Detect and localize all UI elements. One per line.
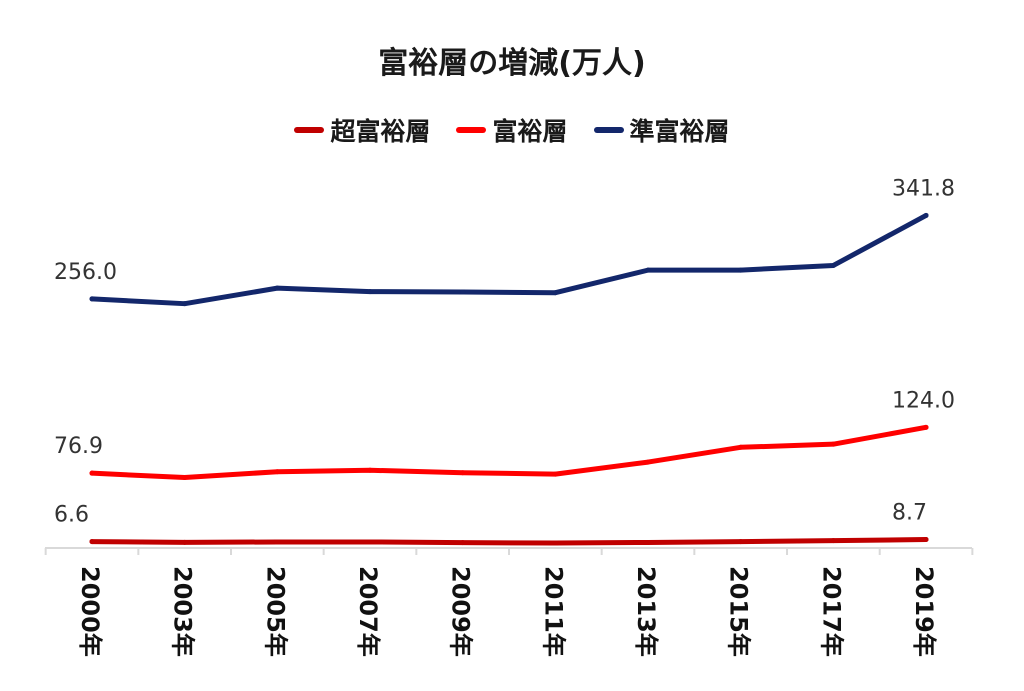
data-point <box>89 470 95 476</box>
x-tick-label: 2017年 <box>817 566 845 657</box>
x-tick-label: 2007年 <box>354 566 382 657</box>
data-point <box>738 444 744 450</box>
data-point <box>923 537 929 543</box>
data-label: 76.9 <box>54 434 103 459</box>
data-point <box>923 424 929 430</box>
data-point <box>830 538 836 544</box>
series-line-0 <box>89 537 929 546</box>
data-point <box>182 539 188 545</box>
data-point <box>645 539 651 545</box>
data-point <box>552 471 558 477</box>
data-point <box>367 289 373 295</box>
legend-label: 準富裕層 <box>629 117 730 146</box>
data-point <box>738 539 744 545</box>
data-point <box>923 212 929 218</box>
data-point <box>182 301 188 307</box>
x-tick-label: 2000年 <box>76 566 104 657</box>
legend-item-1: 富裕層 <box>456 112 568 148</box>
data-label: 8.7 <box>892 501 927 526</box>
legend-swatch <box>593 127 624 133</box>
series-line-1 <box>89 424 929 481</box>
x-tick-label: 2003年 <box>169 566 197 657</box>
data-point <box>367 539 373 545</box>
legend-label: 富裕層 <box>492 117 568 146</box>
data-point <box>274 285 280 291</box>
chart-title: 富裕層の増減(万人) <box>378 46 646 81</box>
series-line-2 <box>89 212 929 307</box>
data-point <box>274 539 280 545</box>
x-tick-label: 2019年 <box>910 566 938 657</box>
data-point <box>552 540 558 546</box>
data-point <box>830 262 836 268</box>
data-point <box>460 289 466 295</box>
data-label: 341.8 <box>892 176 955 201</box>
x-tick-label: 2009年 <box>447 566 475 657</box>
x-tick-label: 2015年 <box>725 566 753 657</box>
data-label: 256.0 <box>54 260 117 285</box>
legend-item-0: 超富裕層 <box>294 112 430 148</box>
data-point <box>367 467 373 473</box>
data-point <box>460 540 466 546</box>
data-point <box>552 290 558 296</box>
data-point <box>738 267 744 273</box>
x-tick-label: 2011年 <box>539 566 567 657</box>
data-point <box>182 475 188 481</box>
legend-swatch <box>294 127 325 133</box>
data-point <box>89 539 95 545</box>
legend: 超富裕層 富裕層 準富裕層 <box>0 112 1024 148</box>
legend-swatch <box>456 127 487 133</box>
legend-label: 超富裕層 <box>330 117 431 146</box>
data-label: 6.6 <box>54 503 89 528</box>
data-point <box>89 296 95 302</box>
legend-item-2: 準富裕層 <box>593 112 730 148</box>
data-label: 124.0 <box>892 388 955 413</box>
data-point <box>274 469 280 475</box>
data-point <box>460 470 466 476</box>
x-tick-label: 2013年 <box>632 566 660 657</box>
data-point <box>645 459 651 465</box>
data-point <box>830 441 836 447</box>
x-tick-label: 2005年 <box>261 566 289 657</box>
data-point <box>645 267 651 273</box>
